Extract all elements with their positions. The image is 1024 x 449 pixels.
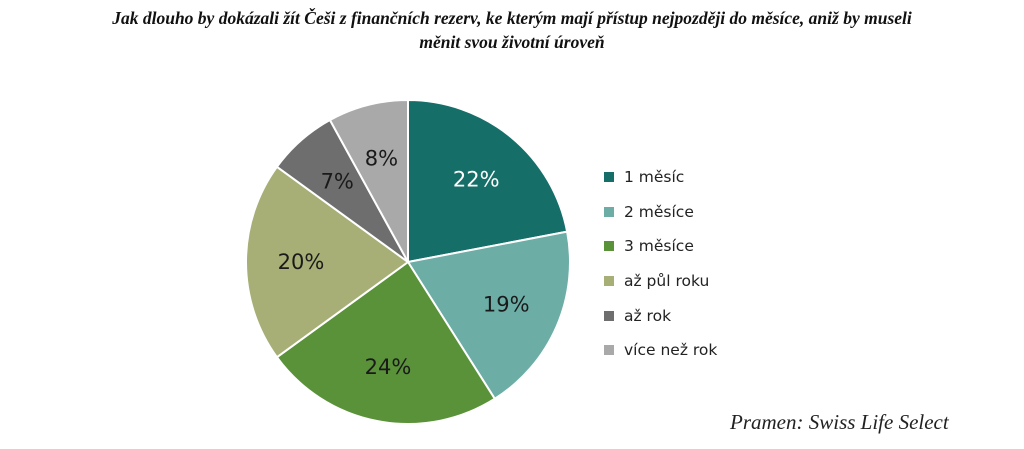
legend-swatch-5 xyxy=(604,310,614,321)
pie-slice-3 xyxy=(275,260,497,425)
pie-slice-6 xyxy=(328,98,409,263)
pie-slice-1 xyxy=(407,98,569,264)
pie-slice-4 xyxy=(245,165,410,359)
pie-slice-label-1: 22% xyxy=(453,168,500,192)
legend-item-5: až rok xyxy=(604,298,717,333)
legend-item-1: 1 měsíc xyxy=(604,160,717,195)
legend-swatch-1 xyxy=(604,172,614,183)
legend-label-4: až půl roku xyxy=(624,272,710,291)
legend-label-5: až rok xyxy=(624,306,672,325)
legend-item-2: 2 měsíce xyxy=(604,195,717,230)
chart-legend: 1 měsíc 2 měsíce 3 měsíce až půl roku až rok… xyxy=(604,160,717,368)
source-note: Pramen: Swiss Life Select xyxy=(730,410,949,434)
chart-title-line-2: měnit svou životní úroveň xyxy=(419,32,605,52)
legend-swatch-3 xyxy=(604,241,614,252)
chart-title: Jak dlouho by dokázali žít Češi z finanč… xyxy=(0,6,1024,54)
legend-item-6: více než rok xyxy=(604,333,717,368)
legend-swatch-6 xyxy=(604,345,614,356)
pie-slice-label-4: 20% xyxy=(278,250,325,274)
chart-title-line-1: Jak dlouho by dokázali žít Češi z finanč… xyxy=(112,8,912,28)
legend-label-3: 3 měsíce xyxy=(624,237,694,256)
pie-slice-label-6: 8% xyxy=(365,146,398,170)
pie-slice-label-5: 7% xyxy=(321,170,354,194)
legend-item-3: 3 měsíce xyxy=(604,229,717,264)
legend-item-4: až půl roku xyxy=(604,264,717,299)
pie-slice-2 xyxy=(406,230,571,401)
legend-label-2: 2 měsíce xyxy=(624,202,694,221)
legend-label-6: více než rok xyxy=(624,341,718,360)
legend-swatch-2 xyxy=(604,206,614,217)
pie-slice-label-3: 24% xyxy=(365,355,412,379)
legend-swatch-4 xyxy=(604,276,614,287)
legend-label-1: 1 měsíc xyxy=(624,168,685,187)
pie-slice-label-2: 19% xyxy=(483,292,530,316)
